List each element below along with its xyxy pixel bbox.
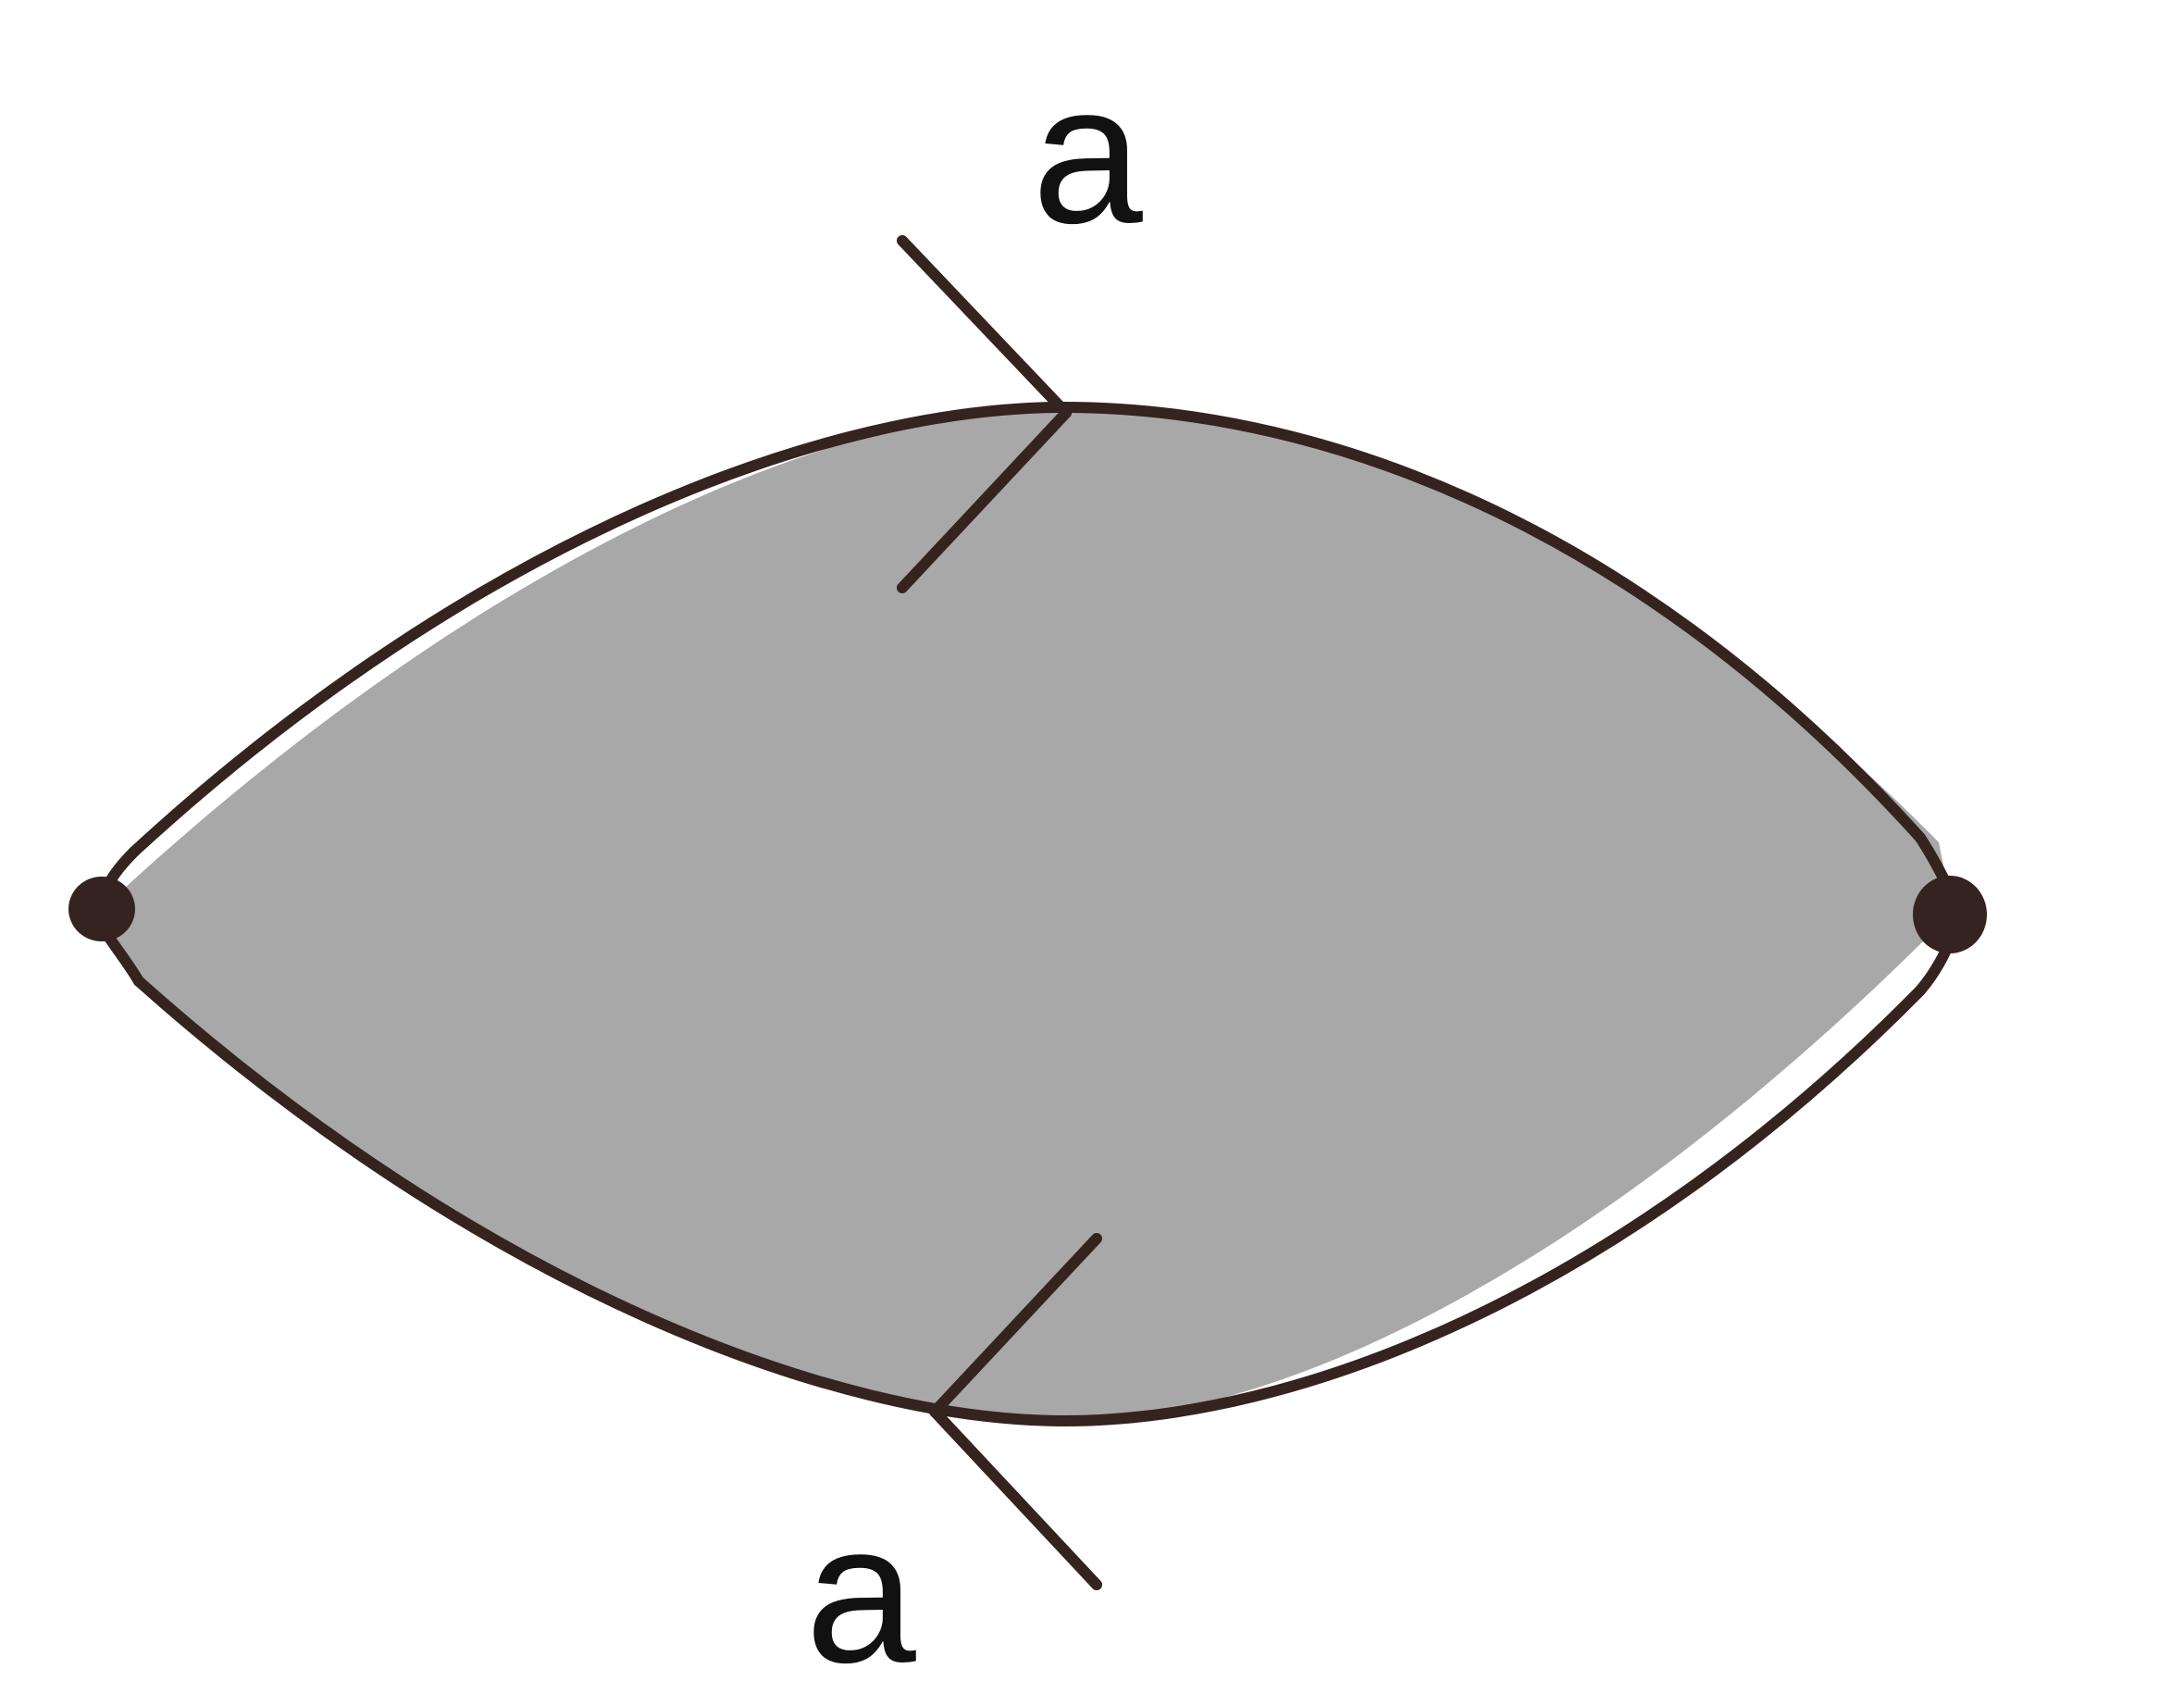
- top-tick-lower-segment: [897, 407, 1072, 593]
- bottom-tick-upper-segment: [929, 1233, 1102, 1417]
- top-tick-upper-segment: [897, 235, 1072, 418]
- lower-arc-edge: [133, 976, 1926, 1427]
- right-vertex: [1913, 876, 1987, 953]
- bottom-tick-lower-segment: [929, 1406, 1102, 1590]
- shaded-region: [102, 407, 1953, 1421]
- left-vertex: [68, 877, 135, 941]
- bottom-edge-label: a: [805, 1481, 916, 1681]
- top-edge-label: a: [1032, 42, 1143, 265]
